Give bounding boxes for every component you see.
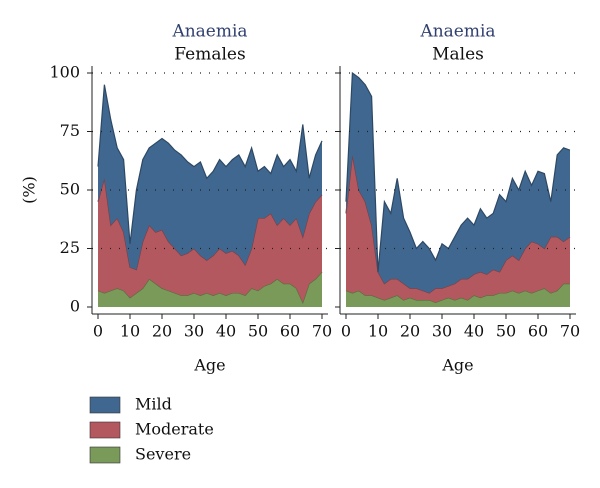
x-tick-label: 0: [93, 322, 103, 341]
legend-label: Severe: [135, 445, 191, 464]
area-edge: [345, 71, 571, 272]
y-tick-label: 75: [60, 121, 80, 140]
legend-label: Mild: [135, 395, 172, 414]
x-tick-label: 10: [368, 322, 388, 341]
area: [346, 154, 570, 303]
legend-label: Moderate: [135, 420, 214, 439]
x-tick-label: 20: [400, 322, 420, 341]
legend-swatch: [89, 421, 121, 439]
area: [98, 84, 322, 270]
x-tick-label: 70: [312, 322, 332, 341]
area: [98, 178, 322, 303]
area: [346, 73, 570, 293]
x-tick-label: 20: [152, 322, 172, 341]
x-tick-label: 10: [120, 322, 140, 341]
x-tick-label: 70: [560, 322, 580, 341]
x-tick-label: 40: [464, 322, 484, 341]
panel-subtitle: Males: [432, 45, 484, 65]
x-tick-label: 60: [528, 322, 548, 341]
y-tick-label: 25: [60, 238, 80, 257]
y-tick-label: 100: [49, 63, 80, 82]
area: [346, 283, 570, 307]
legend-swatch: [89, 396, 121, 414]
x-tick-label: 40: [216, 322, 236, 341]
panel-title: Anaemia: [419, 22, 495, 42]
panel-title: Anaemia: [171, 22, 247, 42]
panel-subtitle: Females: [174, 45, 245, 65]
x-tick-label: 30: [184, 322, 204, 341]
x-tick-label: 50: [496, 322, 516, 341]
x-tick-label: 0: [341, 322, 351, 341]
x-axis-label: Age: [193, 356, 225, 375]
legend-swatch: [89, 446, 121, 464]
area: [98, 271, 322, 307]
y-tick-label: 0: [70, 297, 80, 316]
y-tick-label: 50: [60, 180, 80, 199]
area-edge: [97, 84, 323, 244]
x-axis-label: Age: [441, 356, 473, 375]
y-axis-label: (%): [20, 176, 39, 204]
x-tick-label: 30: [432, 322, 452, 341]
x-tick-label: 50: [248, 322, 268, 341]
x-tick-label: 60: [280, 322, 300, 341]
